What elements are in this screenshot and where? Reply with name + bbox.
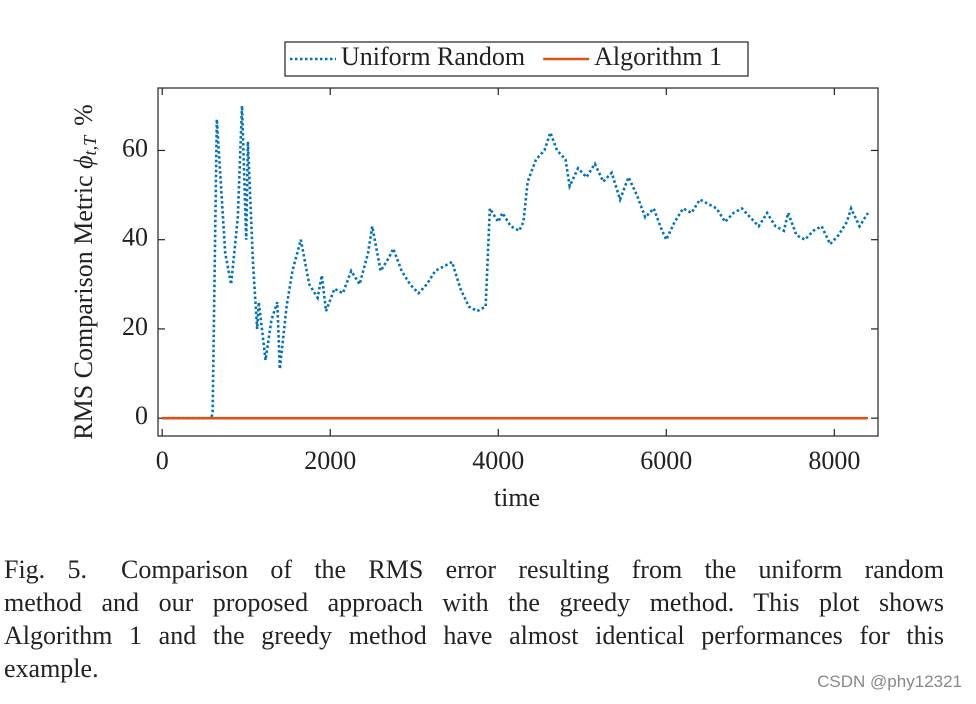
legend-label: Uniform Random xyxy=(341,42,525,71)
x-axis-label: time xyxy=(494,483,540,512)
y-tick-label: 40 xyxy=(122,223,148,252)
caption-line: method and our proposed approach with th… xyxy=(4,588,944,617)
chart: time RMS Comparison Metric ϕt,T% 0 2000 40… xyxy=(69,41,879,512)
y-label-symbol: ϕ xyxy=(69,155,98,168)
data-line xyxy=(162,105,870,420)
caption-line: example. xyxy=(4,654,99,683)
x-tick-label: 4000 xyxy=(472,446,524,475)
x-tick-label: 8000 xyxy=(808,446,860,475)
y-tick-label: 0 xyxy=(135,401,148,430)
legend: Uniform Random Algorithm 1 xyxy=(284,41,749,77)
y-tick-label: 20 xyxy=(122,312,148,341)
caption-label: Fig. 5. xyxy=(4,555,87,584)
caption-line: Fig. 5. Comparison of the RMS error resul… xyxy=(4,553,944,586)
y-label-unit: % xyxy=(69,104,98,126)
watermark: CSDN @phy12321 xyxy=(817,672,962,691)
x-tick-label: 2000 xyxy=(304,446,356,475)
y-axis-label: RMS Comparison Metric ϕt,T% xyxy=(69,104,100,440)
legend-box xyxy=(284,41,749,77)
legend-label: Algorithm 1 xyxy=(594,42,722,71)
y-tick-label: 60 xyxy=(122,133,148,162)
y-label-subscript: t,T xyxy=(80,134,100,156)
caption-line: Algorithm 1 and the greedy method have a… xyxy=(4,621,944,650)
x-tick-label: 0 xyxy=(156,446,169,475)
x-tick-label: 6000 xyxy=(640,446,692,475)
plot-area xyxy=(157,87,879,437)
caption-text: Comparison of the RMS error resulting fr… xyxy=(120,555,944,584)
y-label-text: RMS Comparison Metric xyxy=(69,175,98,439)
